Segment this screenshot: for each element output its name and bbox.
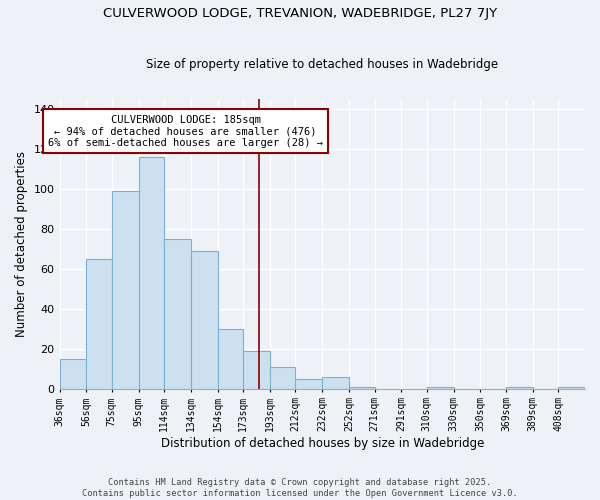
Bar: [59, 358, 86, 388]
Bar: [139, 156, 164, 388]
Bar: [506, 386, 533, 388]
Bar: [270, 366, 295, 388]
Bar: [295, 378, 322, 388]
Bar: [164, 238, 191, 388]
Text: CULVERWOOD LODGE: 185sqm
← 94% of detached houses are smaller (476)
6% of semi-d: CULVERWOOD LODGE: 185sqm ← 94% of detach…: [48, 114, 323, 148]
Title: Size of property relative to detached houses in Wadebridge: Size of property relative to detached ho…: [146, 58, 499, 71]
Text: Contains HM Land Registry data © Crown copyright and database right 2025.
Contai: Contains HM Land Registry data © Crown c…: [82, 478, 518, 498]
Bar: [427, 386, 454, 388]
Bar: [112, 190, 139, 388]
Bar: [191, 250, 218, 388]
X-axis label: Distribution of detached houses by size in Wadebridge: Distribution of detached houses by size …: [161, 437, 484, 450]
Bar: [349, 386, 374, 388]
Y-axis label: Number of detached properties: Number of detached properties: [15, 150, 28, 336]
Bar: [243, 350, 270, 389]
Bar: [86, 258, 112, 388]
Text: CULVERWOOD LODGE, TREVANION, WADEBRIDGE, PL27 7JY: CULVERWOOD LODGE, TREVANION, WADEBRIDGE,…: [103, 8, 497, 20]
Bar: [322, 376, 349, 388]
Bar: [558, 386, 585, 388]
Bar: [218, 328, 243, 388]
